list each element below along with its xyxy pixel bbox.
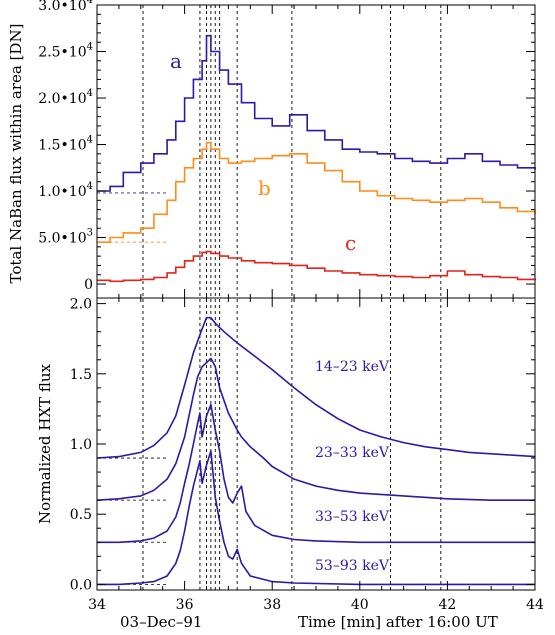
plot-frame <box>96 4 536 591</box>
top-y-tick-label: 0 <box>84 277 93 293</box>
x-tick-label: 36 <box>176 597 194 613</box>
series-c-label: c <box>345 231 356 255</box>
x-tick-label: 38 <box>263 597 281 613</box>
hxt-band-label-0: 14–23 keV <box>315 359 390 375</box>
bottom-y-axis-title: Normalized HXT flux <box>36 364 54 524</box>
hxt-curve-1 <box>96 357 535 501</box>
series-a-line <box>97 34 536 192</box>
hxt-band-label-1: 23–33 keV <box>315 445 390 461</box>
series-b-label: b <box>258 176 271 200</box>
date-label: 03–Dec–91 <box>120 613 202 631</box>
top-y-tick-label: 2.5•104 <box>38 42 93 61</box>
axis-labels: 0 5.0•103 1.0•104 1.5•104 2.0•104 2.5•104 3.0•… <box>7 0 544 631</box>
bottom-y-tick-label: 2.0 <box>70 297 92 313</box>
top-y-tick-label: 5.0•103 <box>38 228 93 247</box>
x-axis-title: Time [min] after 16:00 UT <box>298 613 498 631</box>
top-y-tick-label: 1.0•104 <box>38 181 93 200</box>
top-y-tick-label: 2.0•104 <box>38 88 93 107</box>
bottom-y-tick-label: 1.0 <box>70 437 92 453</box>
hxt-band-label-2: 33–53 keV <box>315 509 390 525</box>
x-tick-label: 34 <box>88 597 106 613</box>
naban-flux-panel: a b c <box>97 34 536 283</box>
hxt-curve-2 <box>97 403 535 544</box>
bottom-y-tick-label: 1.5 <box>70 367 92 383</box>
hxt-band-label-3: 53–93 keV <box>315 558 390 574</box>
hxt-curve-3 <box>97 450 535 586</box>
x-tick-label: 44 <box>526 597 544 613</box>
hxt-flux-panel: 14–23 keV 23–33 keV 33–53 keV 53–93 keV <box>96 316 536 586</box>
top-y-axis-title: Total NaBan flux within area [DN] <box>7 24 25 284</box>
hxt-curve-0 <box>96 316 536 459</box>
bottom-y-tick-label: 0.0 <box>70 577 92 593</box>
top-y-tick-label: 1.5•104 <box>38 135 93 154</box>
top-y-tick-label: 3.0•104 <box>38 0 93 14</box>
x-tick-label: 42 <box>438 597 456 613</box>
bottom-y-tick-label: 0.5 <box>70 507 92 523</box>
series-c-line <box>97 250 536 283</box>
series-b-line <box>97 141 536 243</box>
series-a-label: a <box>170 49 182 73</box>
x-tick-label: 40 <box>351 597 369 613</box>
